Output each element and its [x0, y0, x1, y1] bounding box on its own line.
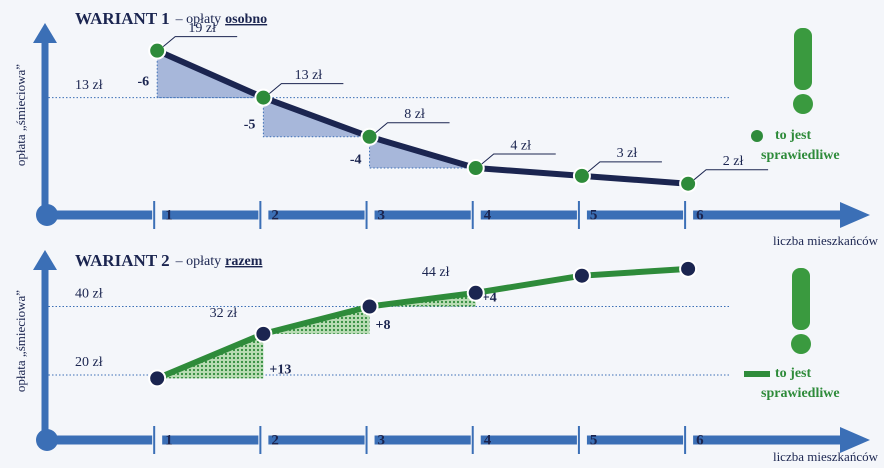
- note: sprawiedliwe: [761, 386, 840, 401]
- data-point: [362, 299, 378, 315]
- x-tick-label: 2: [271, 432, 279, 448]
- chart-title: WARIANT 1: [75, 9, 170, 28]
- data-label: 3 zł: [617, 146, 638, 161]
- exclamation-dot: [791, 334, 811, 354]
- data-point: [574, 168, 590, 184]
- subtitle-emphasis: osobno: [225, 12, 267, 27]
- infographic: to jest sprawiedliwe to jest sprawiedliw…: [0, 0, 884, 468]
- x-tick-label: 3: [378, 432, 386, 448]
- data-label: 4 zł: [510, 138, 531, 153]
- x-tick-label: 2: [271, 207, 279, 223]
- data-label: 19 zł: [188, 21, 216, 36]
- change-label: -4: [350, 153, 362, 168]
- background: [0, 0, 884, 468]
- x-tick-label: 3: [378, 207, 386, 223]
- data-point: [149, 370, 165, 386]
- data-point: [362, 129, 378, 145]
- y-tick-label: 40 zł: [75, 287, 103, 302]
- data-label: 44 zł: [422, 265, 450, 280]
- note: sprawiedliwe: [761, 148, 840, 163]
- x-tick-label: 5: [590, 207, 598, 223]
- x-tick-label: 1: [165, 432, 173, 448]
- change-label: +8: [376, 318, 391, 333]
- data-label: 32 zł: [210, 306, 238, 321]
- x-tick-label: 4: [484, 432, 492, 448]
- y-tick-label: 20 zł: [75, 355, 103, 370]
- exclamation: [792, 268, 810, 330]
- y-axis-label: opłata „śmieciowa”: [13, 290, 28, 392]
- y-axis-label: opłata „śmieciowa”: [13, 64, 28, 166]
- data-label: 13 zł: [295, 68, 323, 83]
- note: to jest: [775, 128, 811, 143]
- x-tick-label: 6: [696, 432, 704, 448]
- subtitle: – opłaty: [175, 254, 222, 269]
- exclamation-dot: [793, 94, 813, 114]
- data-point: [680, 261, 696, 277]
- chart-title: WARIANT 2: [75, 251, 170, 270]
- x-tick-label: 4: [484, 207, 492, 223]
- change-label: -5: [244, 117, 256, 132]
- change-label: +13: [269, 363, 291, 378]
- data-point: [149, 43, 165, 59]
- x-tick-label: 6: [696, 207, 704, 223]
- data-point: [255, 90, 271, 106]
- data-label: 2 zł: [723, 154, 744, 169]
- x-tick-label: 5: [590, 432, 598, 448]
- origin: [36, 429, 58, 451]
- data-point: [574, 268, 590, 284]
- note: to jest: [775, 366, 811, 381]
- subtitle-emphasis: razem: [225, 254, 263, 269]
- y-tick-label: 13 zł: [75, 78, 103, 93]
- x-tick-label: 1: [165, 207, 173, 223]
- data-label: 8 zł: [404, 107, 425, 122]
- data-point: [255, 326, 271, 342]
- origin: [36, 204, 58, 226]
- data-point: [680, 176, 696, 192]
- x-axis-label: liczba mieszkańców: [773, 233, 879, 248]
- data-point: [468, 285, 484, 301]
- exclamation: [794, 28, 812, 90]
- data-point: [468, 160, 484, 176]
- note-marker: [751, 130, 763, 142]
- x-axis-label: liczba mieszkańców: [773, 449, 879, 464]
- change-label: -6: [138, 74, 150, 89]
